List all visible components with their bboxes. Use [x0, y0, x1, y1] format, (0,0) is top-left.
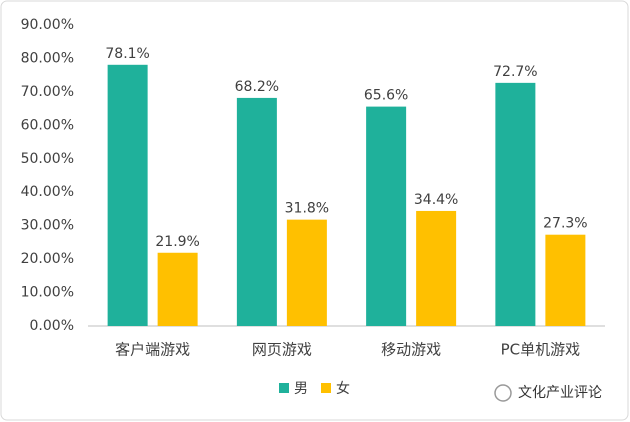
x-tick-label: 客户端游戏: [115, 341, 190, 359]
y-tick-label: 50.00%: [21, 151, 74, 167]
legend-label: 男: [294, 381, 308, 397]
watermark-text: 文化产业评论: [518, 385, 602, 401]
bar: [236, 97, 277, 326]
value-label: 31.8%: [285, 201, 329, 217]
y-tick-label: 30.00%: [21, 218, 74, 234]
value-label: 65.6%: [364, 88, 408, 104]
bar: [157, 252, 198, 326]
x-tick-label: 网页游戏: [252, 341, 312, 359]
value-label: 27.3%: [543, 216, 587, 232]
x-tick-label: PC单机游戏: [501, 341, 581, 359]
bar: [366, 106, 407, 326]
y-tick-label: 0.00%: [30, 318, 74, 334]
y-tick-label: 40.00%: [21, 184, 74, 200]
value-label: 72.7%: [493, 64, 537, 80]
bar: [107, 64, 148, 326]
y-tick-label: 90.00%: [21, 17, 74, 33]
y-tick-label: 80.00%: [21, 50, 74, 66]
y-tick-label: 20.00%: [21, 251, 74, 267]
legend-swatch: [321, 383, 331, 393]
watermark: 文化产业评论: [494, 384, 602, 402]
bar: [495, 82, 536, 326]
y-tick-label: 60.00%: [21, 117, 74, 133]
bar: [545, 234, 586, 326]
value-label: 68.2%: [235, 79, 279, 95]
legend-swatch: [279, 383, 289, 393]
x-tick-label: 移动游戏: [381, 341, 441, 359]
bar: [416, 210, 457, 326]
legend-label: 女: [336, 380, 350, 397]
value-label: 34.4%: [414, 192, 458, 208]
value-label: 21.9%: [155, 234, 199, 250]
y-tick-label: 10.00%: [21, 285, 74, 301]
bar: [286, 219, 327, 326]
value-label: 78.1%: [105, 46, 149, 62]
y-tick-label: 70.00%: [21, 84, 74, 100]
watermark-icon: [494, 384, 512, 402]
